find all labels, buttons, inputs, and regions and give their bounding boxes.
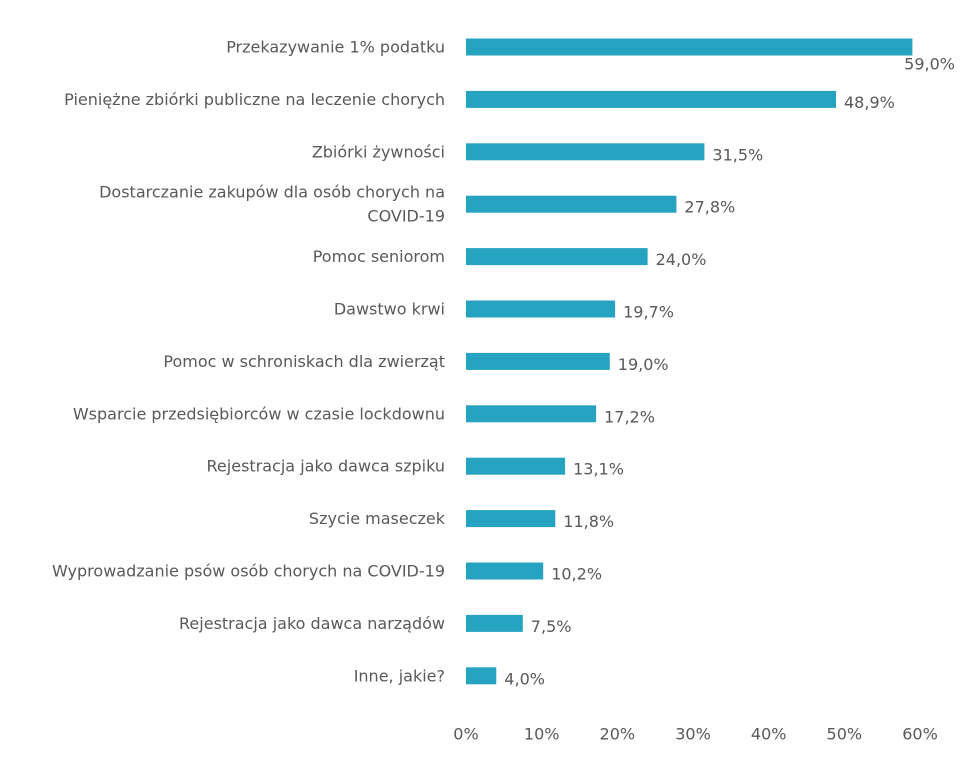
bar xyxy=(466,248,648,266)
value-label: 4,0% xyxy=(504,669,545,688)
bar xyxy=(466,405,597,423)
value-label: 31,5% xyxy=(712,145,763,164)
x-tick-label: 50% xyxy=(827,725,863,744)
value-label: 19,7% xyxy=(623,303,674,322)
value-label: 27,8% xyxy=(684,198,735,217)
category-label: Szycie maseczek xyxy=(309,509,446,528)
category-label: Wsparcie przedsiębiorców w czasie lockdo… xyxy=(73,404,445,423)
value-label: 59,0% xyxy=(904,55,955,74)
bar xyxy=(466,457,566,475)
bar xyxy=(466,352,610,370)
category-label: Dawstwo krwi xyxy=(334,300,445,319)
category-label: Przekazywanie 1% podatku xyxy=(226,38,445,57)
x-tick-label: 60% xyxy=(902,725,938,744)
bar xyxy=(466,667,497,685)
bar xyxy=(466,143,705,161)
bar xyxy=(466,38,913,56)
x-tick-label: 40% xyxy=(751,725,787,744)
value-label: 17,2% xyxy=(604,407,655,426)
x-tick-label: 30% xyxy=(675,725,711,744)
value-label: 7,5% xyxy=(531,617,572,636)
category-label: Rejestracja jako dawca narządów xyxy=(179,614,445,633)
category-label: Pieniężne zbiórki publiczne na leczenie … xyxy=(64,90,445,109)
bar xyxy=(466,195,677,213)
bar xyxy=(466,614,523,632)
bars-layer xyxy=(466,38,913,685)
value-label: 13,1% xyxy=(573,460,624,479)
category-label: Zbiórki żywności xyxy=(312,142,445,161)
category-label: Wyprowadzanie psów osób chorych na COVID… xyxy=(52,562,445,581)
category-label: Dostarczanie zakupów dla osób chorych na xyxy=(99,183,445,202)
x-axis-ticks: 0% 10% 20% 30% 40% 50% 60% xyxy=(453,725,937,744)
category-label: Pomoc seniorom xyxy=(313,247,445,266)
x-tick-label: 0% xyxy=(453,725,478,744)
bar xyxy=(466,510,556,528)
category-label: Rejestracja jako dawca szpiku xyxy=(207,457,445,476)
bar xyxy=(466,562,544,580)
value-label: 48,9% xyxy=(844,93,895,112)
bar xyxy=(466,90,836,108)
value-label: 24,0% xyxy=(656,250,707,269)
x-tick-label: 20% xyxy=(600,725,636,744)
category-label: COVID-19 xyxy=(367,207,445,226)
value-label: 19,0% xyxy=(618,355,669,374)
value-label: 11,8% xyxy=(563,512,614,531)
category-label: Pomoc w schroniskach dla zwierząt xyxy=(163,352,445,371)
category-labels: Przekazywanie 1% podatku Pieniężne zbiórk… xyxy=(52,38,446,686)
x-tick-label: 10% xyxy=(524,725,560,744)
bar xyxy=(466,300,616,318)
category-label: Inne, jakie? xyxy=(354,666,445,685)
value-labels: 59,0% 48,9% 31,5% 27,8% 24,0% 19,7% 19,0% 17,2%… xyxy=(504,55,955,689)
value-label: 10,2% xyxy=(551,565,602,584)
